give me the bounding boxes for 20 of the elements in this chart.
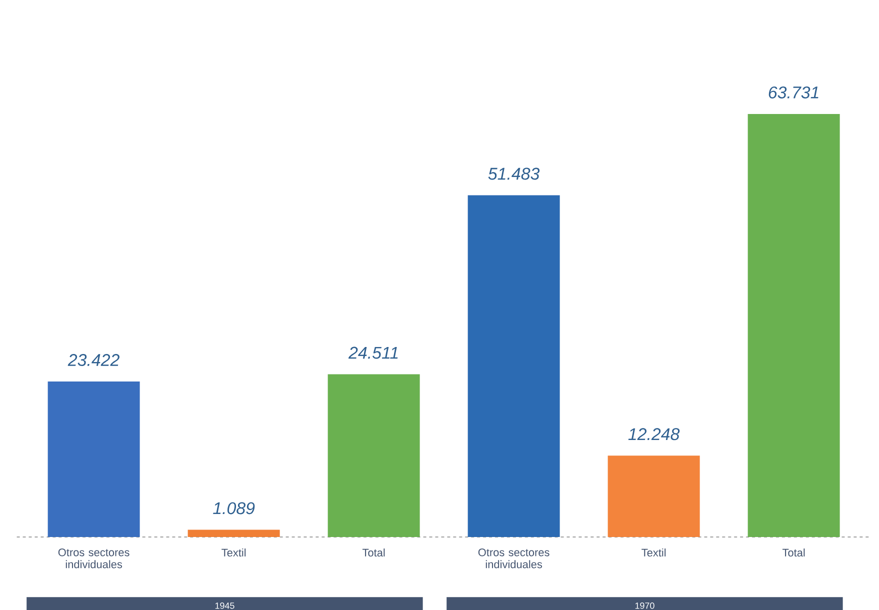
bar [468, 195, 560, 537]
data-label: 23.422 [68, 354, 120, 366]
bar [748, 114, 840, 537]
x-tick-label: Textil [642, 548, 666, 557]
text: 1945 [215, 602, 234, 609]
x-tick-label: Textil [222, 548, 246, 557]
data-label: 63.731 [768, 86, 818, 98]
data-label: 51.483 [488, 168, 540, 180]
text: 1970 [635, 602, 654, 609]
bar [188, 530, 280, 537]
bar [328, 374, 420, 537]
data-label: 12.248 [628, 428, 680, 440]
bar [608, 456, 700, 537]
data-label: 24.511 [348, 346, 398, 359]
x-tick-label: Total [782, 548, 805, 557]
x-tick-label: Otros sectores individuales [58, 548, 130, 568]
x-tick-label: Otros sectores individuales [478, 548, 550, 568]
data-label: 1.089 [213, 502, 255, 514]
x-tick-label: Total [362, 548, 385, 557]
bar [48, 382, 140, 537]
